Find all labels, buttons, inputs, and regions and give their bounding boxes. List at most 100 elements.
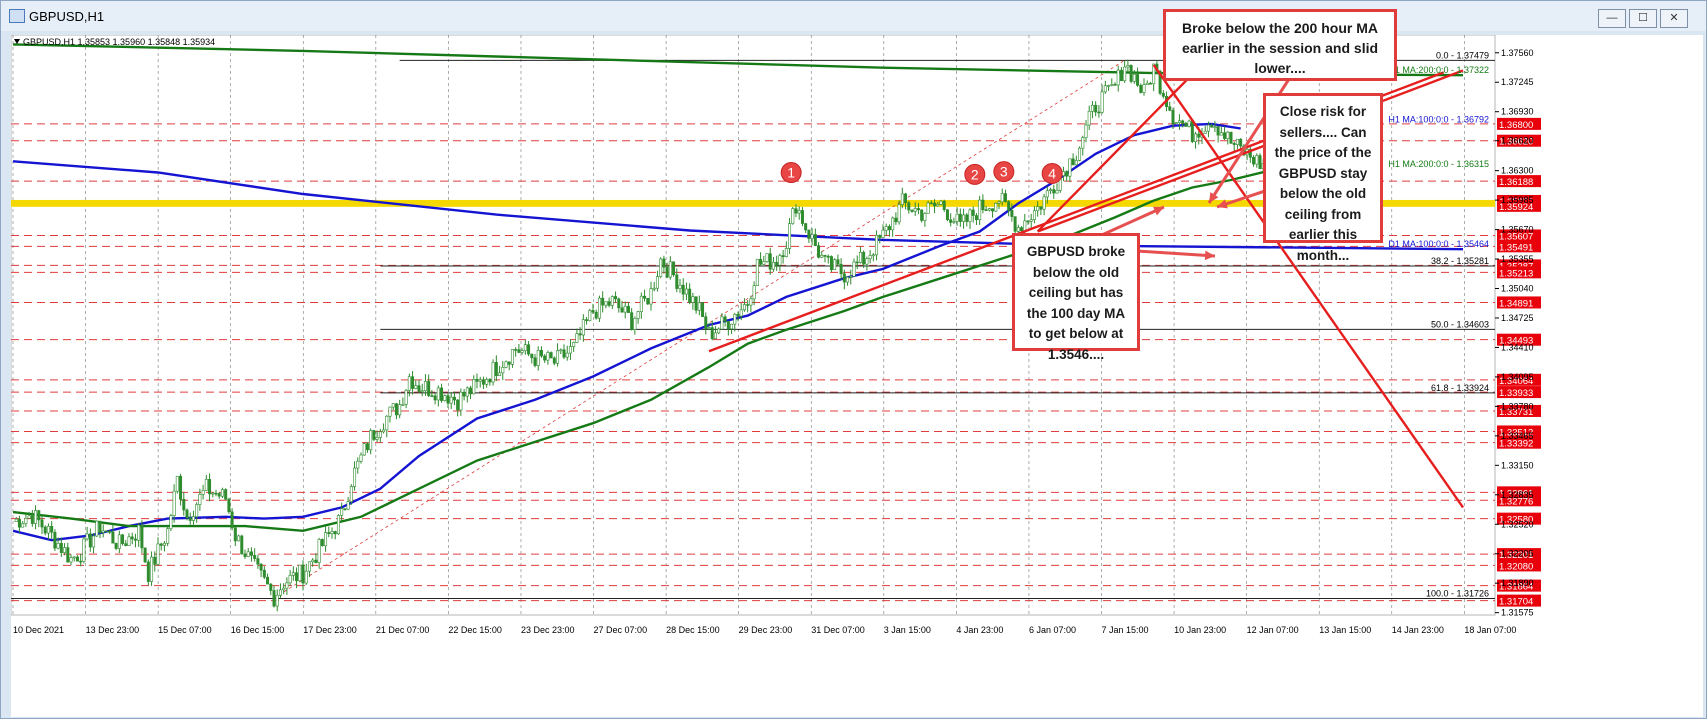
candle-body: [678, 284, 682, 289]
level-tag-label: 1.36800: [1499, 120, 1533, 131]
candle-body: [485, 379, 489, 385]
candle-body: [887, 226, 891, 231]
candle-body: [1003, 193, 1007, 202]
close-button[interactable]: ✕: [1660, 9, 1688, 28]
level-tag: [1497, 512, 1541, 525]
level-tag-label: 1.35491: [1499, 242, 1533, 253]
candle-body: [916, 208, 920, 211]
minimize-button[interactable]: —: [1598, 9, 1626, 28]
candle-body: [501, 367, 505, 374]
candle-body: [491, 362, 495, 383]
candle-body: [295, 572, 299, 582]
candle-body: [256, 558, 260, 565]
candle-body: [833, 259, 837, 271]
candle-body: [1036, 206, 1040, 212]
price-tick-label: 1.32205: [1501, 549, 1534, 559]
candle-body: [385, 415, 389, 431]
candle-body: [846, 276, 850, 283]
time-tick-label: 27 Dec 07:00: [594, 625, 648, 635]
level-tag-label: 1.34493: [1499, 336, 1533, 347]
candle-body: [1235, 138, 1239, 145]
callout-100-day-ma: GBPUSD broke below the old ceiling but h…: [1012, 233, 1140, 362]
candle-body: [253, 555, 257, 559]
candle-body: [1074, 160, 1078, 166]
candle-body: [278, 589, 282, 596]
candle-body: [865, 258, 869, 265]
price-chart[interactable]: 1.368001.366201.361881.359761.359241.356…: [11, 35, 1703, 717]
candle-body: [539, 350, 543, 357]
candle-body: [607, 301, 611, 306]
candle-body: [1148, 82, 1152, 85]
candle-body: [952, 221, 956, 223]
candle-body: [520, 350, 524, 353]
time-tick-label: 12 Jan 07:00: [1247, 625, 1299, 635]
right-label: D1 MA:200:0:0 - 1.37322: [1388, 65, 1489, 75]
candle-body: [1032, 210, 1036, 220]
candle-body: [672, 261, 676, 276]
candle-body: [340, 508, 344, 516]
trend-line: [1037, 69, 1464, 233]
candle-body: [1103, 85, 1107, 93]
time-tick-label: 29 Dec 23:00: [739, 625, 793, 635]
level-tag: [1497, 117, 1541, 130]
callout-arrowhead: [1217, 199, 1228, 209]
candle-body: [527, 344, 531, 355]
candle-body: [301, 564, 305, 584]
candle-body: [784, 248, 788, 257]
level-tag: [1497, 404, 1541, 417]
candle-body: [272, 590, 276, 607]
candle-body: [427, 381, 431, 396]
price-tick-label: 1.36620: [1501, 136, 1534, 146]
candle-body: [933, 202, 937, 207]
candle-body: [742, 304, 746, 311]
candle-body: [1116, 69, 1120, 86]
right-label: 61.8 - 1.33924: [1431, 383, 1489, 393]
candle-body: [997, 201, 1001, 204]
candle-body: [185, 509, 189, 519]
candle-body: [311, 559, 315, 563]
candle-body: [665, 266, 669, 278]
level-tag: [1497, 134, 1541, 147]
candle-body: [910, 209, 914, 212]
level-tag: [1497, 386, 1541, 399]
maximize-button[interactable]: ☐: [1629, 9, 1657, 28]
candle-body: [481, 379, 485, 385]
candle-body: [27, 515, 31, 519]
candle-body: [217, 493, 221, 497]
candle-body: [958, 213, 962, 222]
collapse-arrow-icon[interactable]: [14, 39, 20, 44]
candle-body: [1145, 82, 1149, 85]
candle-body: [949, 219, 953, 223]
candle-body: [372, 430, 376, 440]
candle-body: [736, 314, 740, 317]
candle-body: [1232, 143, 1236, 145]
price-tick-label: 1.35985: [1501, 195, 1534, 205]
candle-body: [469, 387, 473, 395]
candle-body: [565, 352, 569, 358]
candle-body: [965, 214, 969, 222]
candle-body: [17, 518, 21, 528]
candle-body: [104, 530, 108, 533]
candle-body: [804, 223, 808, 231]
candle-body: [614, 296, 618, 300]
candle-body: [159, 543, 163, 546]
candle-body: [230, 511, 234, 529]
candle-body: [897, 204, 901, 223]
candle-body: [813, 234, 817, 246]
touch-markers: 1 2 3 4: [780, 161, 1063, 185]
candle-body: [759, 258, 763, 265]
candle-body: [240, 535, 244, 555]
candle-body: [433, 395, 437, 401]
candle-body: [807, 229, 811, 239]
candle-body: [462, 391, 466, 397]
touch-marker: [993, 161, 1015, 183]
level-tag: [1497, 594, 1541, 607]
candle-body: [929, 202, 933, 205]
candle-body: [962, 214, 966, 222]
time-tick-label: 16 Dec 15:00: [231, 625, 285, 635]
level-tag: [1497, 373, 1541, 386]
candle-body: [794, 208, 798, 214]
candle-body: [1152, 63, 1156, 85]
level-tag: [1497, 579, 1541, 592]
